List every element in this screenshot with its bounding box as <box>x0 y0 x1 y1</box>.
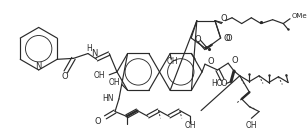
Text: HO: HO <box>212 79 223 88</box>
Text: N: N <box>35 62 42 71</box>
Text: H: H <box>86 44 92 53</box>
Text: O: O <box>95 117 102 126</box>
Text: O: O <box>62 72 68 81</box>
Text: OH: OH <box>108 78 120 87</box>
Text: HN: HN <box>103 95 114 104</box>
Text: OH: OH <box>166 57 178 66</box>
Text: OH: OH <box>94 71 105 80</box>
Text: OMe: OMe <box>292 13 308 19</box>
Text: O: O <box>195 35 201 44</box>
Text: OH: OH <box>184 121 196 130</box>
Text: OH: OH <box>245 121 257 130</box>
Text: O: O <box>225 34 232 43</box>
Text: O: O <box>231 56 238 65</box>
Text: O: O <box>220 79 227 88</box>
Text: N: N <box>91 49 98 58</box>
Text: O: O <box>221 14 228 23</box>
Text: O: O <box>208 57 214 66</box>
Text: O: O <box>223 34 230 43</box>
